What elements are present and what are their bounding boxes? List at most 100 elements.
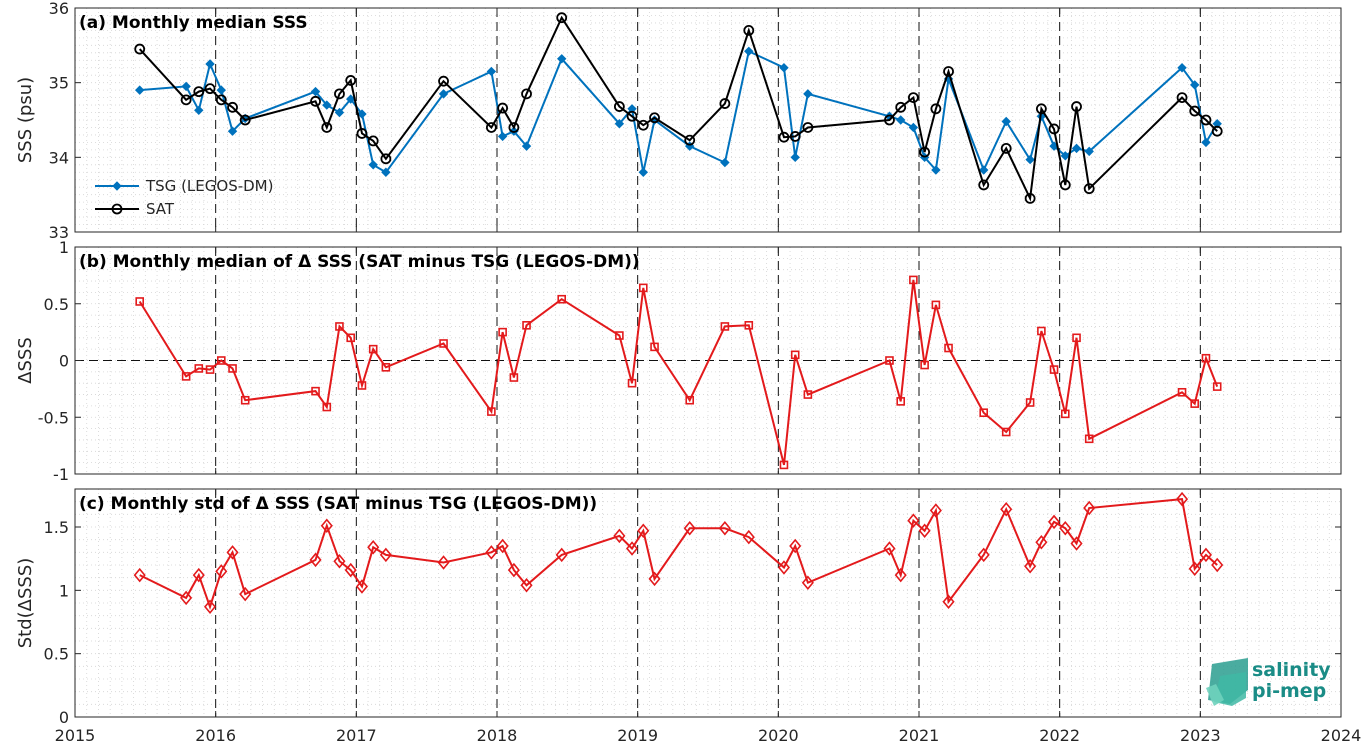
data-point xyxy=(1200,114,1212,126)
data-point xyxy=(322,402,332,412)
data-point xyxy=(684,134,696,146)
data-point xyxy=(777,560,791,575)
legend: TSG (LEGOS-DM) SAT xyxy=(95,177,273,218)
data-point xyxy=(790,152,800,163)
y-tick-label: 1.5 xyxy=(44,518,69,537)
data-point xyxy=(379,547,392,563)
data-point xyxy=(320,518,333,533)
y-tick-label: 34 xyxy=(49,148,69,167)
data-point xyxy=(638,283,648,293)
data-point xyxy=(931,165,941,175)
data-point xyxy=(1199,547,1213,563)
data-point xyxy=(930,103,942,115)
x-tick-label: 2016 xyxy=(195,726,236,745)
data-point xyxy=(205,59,215,69)
data-point xyxy=(333,553,346,569)
data-point xyxy=(438,89,449,99)
data-point xyxy=(133,567,146,583)
legend-label: TSG (LEGOS-DM) xyxy=(145,177,273,195)
data-point xyxy=(356,128,368,139)
data-point xyxy=(335,322,344,331)
data-point xyxy=(346,333,356,343)
data-point xyxy=(979,408,989,418)
data-point xyxy=(193,86,205,98)
data-point xyxy=(497,131,508,142)
data-point xyxy=(507,562,520,578)
data-point xyxy=(942,594,955,609)
data-point xyxy=(368,344,378,354)
data-point xyxy=(1188,561,1201,577)
data-point xyxy=(1047,514,1061,530)
data-point xyxy=(367,135,379,147)
plot-frame xyxy=(74,488,1342,718)
data-point xyxy=(637,523,650,539)
panel-a: 33 34 35 36 SSS (psu) (a) Monthly median SSS T… xyxy=(15,0,1342,242)
legend-marker xyxy=(112,181,122,191)
panel-title: (c) Monthly std of Δ SSS (SAT minus TSG … xyxy=(79,494,597,514)
data-point xyxy=(557,294,567,304)
data-point xyxy=(743,24,755,36)
data-point xyxy=(1060,409,1070,419)
data-point xyxy=(486,66,497,77)
data-point xyxy=(134,85,145,95)
data-point xyxy=(334,88,345,100)
data-point xyxy=(1201,353,1211,363)
data-point xyxy=(134,43,146,55)
logo-line1: salinity xyxy=(1252,659,1331,681)
data-point xyxy=(520,578,533,593)
salinity-pi-mep-logo: salinity pi-mep xyxy=(1206,658,1331,706)
data-point xyxy=(1211,557,1224,573)
data-point xyxy=(1001,116,1011,127)
data-point xyxy=(216,356,226,365)
data-point xyxy=(205,365,215,374)
data-point xyxy=(613,528,626,544)
data-point xyxy=(626,110,638,122)
data-point xyxy=(1071,101,1082,112)
data-point xyxy=(321,122,333,133)
data-point xyxy=(613,101,625,112)
data-point xyxy=(790,350,800,360)
y-tick-label: 1 xyxy=(59,238,69,257)
data-point xyxy=(226,545,239,560)
logo-waves-icon xyxy=(1206,658,1248,706)
legend-marker xyxy=(111,203,123,215)
data-point xyxy=(1084,434,1094,444)
y-tick-label: 0 xyxy=(59,352,69,371)
x-tick-label: 2024 xyxy=(1321,726,1362,745)
data-point xyxy=(181,372,191,381)
y-tick-label: 0 xyxy=(59,708,69,727)
data-point xyxy=(334,107,345,118)
data-point xyxy=(1212,119,1222,129)
data-point xyxy=(521,88,532,100)
grid xyxy=(75,7,1341,233)
y-tick-label: 0.5 xyxy=(44,295,69,314)
data-point xyxy=(944,343,953,353)
data-point xyxy=(344,562,357,578)
data-point xyxy=(368,160,378,170)
data-point xyxy=(497,102,509,114)
data-point xyxy=(789,131,801,142)
data-point xyxy=(496,538,509,554)
data-point xyxy=(650,342,659,352)
data-point xyxy=(498,327,507,337)
data-point xyxy=(883,541,896,556)
y-tick-label: -1 xyxy=(53,465,69,484)
data-point xyxy=(907,92,919,103)
data-point xyxy=(649,112,660,124)
logo-line2: pi-mep xyxy=(1252,680,1326,702)
data-point xyxy=(638,167,649,177)
data-point xyxy=(215,94,227,106)
data-point xyxy=(978,179,990,191)
data-point xyxy=(1037,326,1046,336)
data-point xyxy=(720,322,730,331)
data-point xyxy=(215,564,228,579)
data-point xyxy=(1025,398,1035,407)
data-point xyxy=(1070,536,1083,551)
data-point xyxy=(437,555,450,570)
data-point xyxy=(1025,154,1035,165)
data-point xyxy=(894,567,907,583)
data-point xyxy=(194,105,204,116)
data-point xyxy=(521,141,532,151)
x-tick-label: 2018 xyxy=(477,726,518,745)
data-point xyxy=(801,575,814,590)
